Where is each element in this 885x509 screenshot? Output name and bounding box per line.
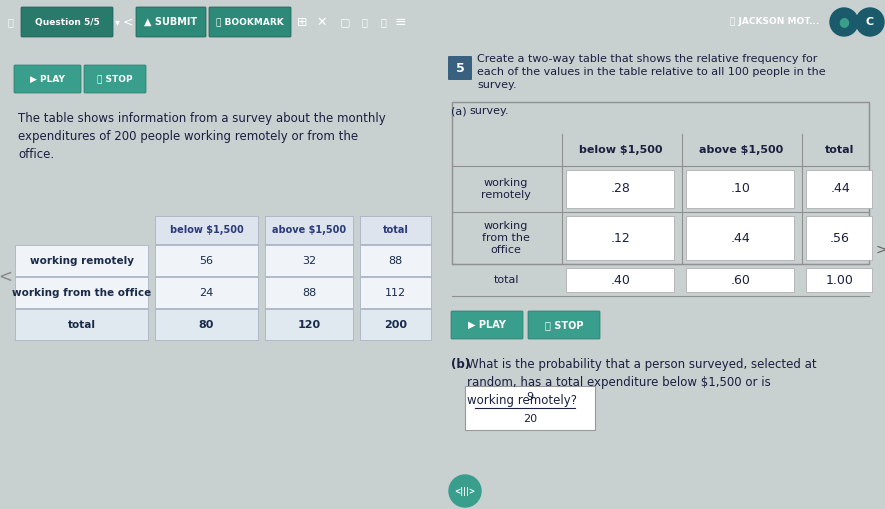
FancyBboxPatch shape [21,7,113,37]
Text: .10: .10 [731,183,751,195]
Bar [360,309,431,340]
Text: 9: 9 [527,392,534,402]
Text: ▶ PLAY: ▶ PLAY [468,320,506,330]
Text: survey.: survey. [469,106,509,116]
FancyBboxPatch shape [806,268,872,292]
Bar [265,277,353,308]
Text: 56: 56 [199,256,213,266]
FancyBboxPatch shape [451,311,523,339]
Text: 32: 32 [302,256,316,266]
Text: .44: .44 [830,183,850,195]
Text: 1.00: 1.00 [826,273,854,287]
Text: 🔍: 🔍 [361,17,367,27]
Text: ⏹ STOP: ⏹ STOP [545,320,583,330]
Text: ▲ SUBMIT: ▲ SUBMIT [144,17,197,27]
FancyBboxPatch shape [686,268,794,292]
Text: ▢: ▢ [340,17,350,27]
Text: above $1,500: above $1,500 [699,145,783,155]
Text: 112: 112 [385,288,406,297]
Bar [155,309,258,340]
Bar [265,216,353,244]
Bar [360,216,431,244]
Bar [155,277,258,308]
Text: working from the office: working from the office [12,288,151,297]
Text: total: total [67,320,96,329]
Text: 120: 120 [297,320,320,329]
Text: working
from the
office: working from the office [482,221,530,254]
Text: <|||>: <|||> [454,487,475,495]
Text: .44: .44 [731,232,750,244]
Text: ≡: ≡ [394,15,406,29]
Text: Question 5/5: Question 5/5 [35,17,99,26]
FancyBboxPatch shape [448,56,472,80]
Text: 🔔: 🔔 [380,17,386,27]
FancyBboxPatch shape [84,65,146,93]
Bar [15,277,148,308]
FancyBboxPatch shape [528,311,600,339]
FancyBboxPatch shape [566,268,674,292]
FancyBboxPatch shape [14,65,81,93]
Text: ▾: ▾ [114,17,119,27]
Text: .12: .12 [612,232,631,244]
Text: .56: .56 [830,232,850,244]
Circle shape [830,8,858,36]
Text: The table shows information from a survey about the monthly
expenditures of 200 : The table shows information from a surve… [18,112,386,161]
Text: 🔵 JACKSON MOT...: 🔵 JACKSON MOT... [730,17,820,26]
Text: >: > [875,243,885,257]
Text: ✕: ✕ [317,15,327,29]
Bar [155,216,258,244]
Bar [452,102,869,264]
Text: total: total [382,225,409,235]
Bar [465,386,595,430]
Text: .40: .40 [611,273,631,287]
Text: working remotely: working remotely [29,256,134,266]
Text: 88: 88 [302,288,316,297]
Text: (b): (b) [451,358,470,371]
FancyBboxPatch shape [566,216,674,260]
Circle shape [856,8,884,36]
Text: total: total [493,275,519,285]
Text: 80: 80 [199,320,214,329]
Text: ▶ PLAY: ▶ PLAY [29,74,65,83]
FancyBboxPatch shape [806,170,872,208]
Text: total: total [826,145,855,155]
Text: .28: .28 [611,183,631,195]
Text: ●: ● [839,15,850,29]
Bar [15,309,148,340]
FancyBboxPatch shape [686,216,794,260]
Bar [360,245,431,276]
Circle shape [449,475,481,507]
FancyBboxPatch shape [566,170,674,208]
Text: <: < [123,15,134,29]
Text: working
remotely: working remotely [481,178,531,200]
FancyBboxPatch shape [806,216,872,260]
Bar [265,309,353,340]
Text: <: < [0,268,12,286]
Text: Create a two-way table that shows the relative frequency for
each of the values : Create a two-way table that shows the re… [477,54,826,91]
FancyBboxPatch shape [209,7,291,37]
FancyBboxPatch shape [686,170,794,208]
Bar [155,245,258,276]
Text: below $1,500: below $1,500 [170,225,243,235]
Text: below $1,500: below $1,500 [580,145,663,155]
Bar [265,245,353,276]
FancyBboxPatch shape [136,7,206,37]
Text: What is the probability that a person surveyed, selected at
random, has a total : What is the probability that a person su… [467,358,817,407]
Text: 200: 200 [384,320,407,329]
Text: ⊞: ⊞ [296,15,307,29]
Text: 20: 20 [523,414,537,424]
Text: 5: 5 [456,62,465,74]
Text: .60: .60 [731,273,751,287]
Text: ⏹ STOP: ⏹ STOP [97,74,133,83]
Text: C: C [866,17,874,27]
Bar [15,245,148,276]
Text: 🔔: 🔔 [8,17,14,27]
Text: 88: 88 [389,256,403,266]
Text: (a): (a) [451,106,466,116]
Text: 24: 24 [199,288,213,297]
Bar [360,277,431,308]
Text: 🔖 BOOKMARK: 🔖 BOOKMARK [216,17,284,26]
Text: above $1,500: above $1,500 [272,225,346,235]
